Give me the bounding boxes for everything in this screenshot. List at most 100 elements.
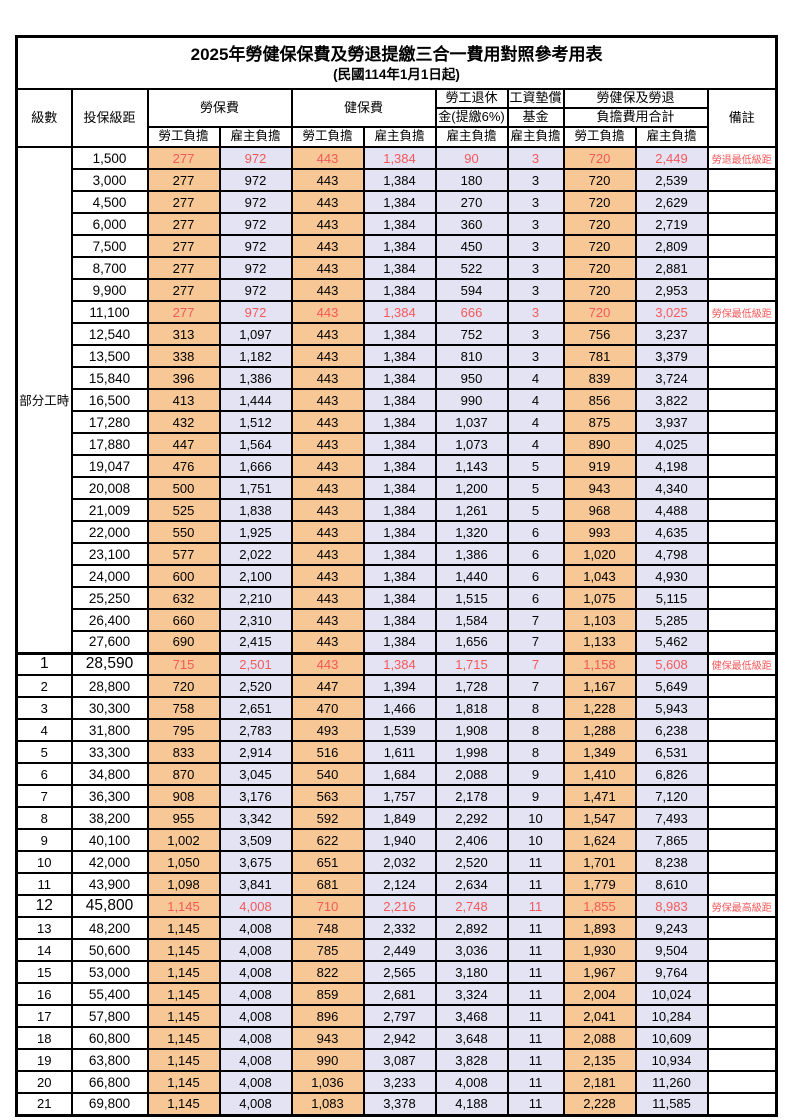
page-title: 2025年勞健保保費及勞退提繳三合一費用對照參考用表 bbox=[190, 44, 603, 64]
bracket-cell: 21,009 bbox=[70, 498, 149, 522]
value-cell: 4,488 bbox=[634, 498, 709, 522]
remark-cell bbox=[706, 586, 778, 610]
value-cell: 972 bbox=[218, 190, 293, 214]
value-cell: 2,181 bbox=[562, 1070, 637, 1094]
value-cell: 4,008 bbox=[218, 982, 293, 1006]
level-cell: 9 bbox=[15, 828, 73, 852]
level-cell: 4 bbox=[15, 718, 73, 742]
value-cell: 11 bbox=[506, 916, 565, 940]
value-cell: 1,384 bbox=[362, 256, 437, 280]
value-cell: 4,008 bbox=[218, 1026, 293, 1050]
value-cell: 839 bbox=[562, 366, 637, 390]
remark-cell bbox=[706, 234, 778, 258]
table-row: 15,840 396 1,386 443 1,384 950 4 839 3,724 bbox=[17, 366, 778, 390]
bracket-cell: 24,000 bbox=[70, 564, 149, 588]
value-cell: 1,849 bbox=[362, 806, 437, 830]
table-row: 11 43,900 1,098 3,841 681 2,124 2,634 11 1,779 8,… bbox=[15, 872, 778, 896]
value-cell: 180 bbox=[434, 168, 509, 192]
value-cell: 3,087 bbox=[362, 1048, 437, 1072]
bracket-cell: 57,800 bbox=[70, 1004, 149, 1028]
remark-cell bbox=[706, 278, 778, 302]
value-cell: 3 bbox=[506, 278, 565, 302]
value-cell: 2,892 bbox=[434, 916, 509, 940]
value-cell: 443 bbox=[290, 256, 365, 280]
value-cell: 3,828 bbox=[434, 1048, 509, 1072]
value-cell: 1,584 bbox=[434, 608, 509, 632]
value-cell: 1,656 bbox=[434, 630, 509, 654]
value-cell: 968 bbox=[562, 498, 637, 522]
value-cell: 7 bbox=[506, 630, 565, 654]
table-row: 18 60,800 1,145 4,008 943 2,942 3,648 11 2,088 10… bbox=[15, 1026, 778, 1050]
table-row: 部分工時 1,500 277 972 443 1,384 90 3 720 2,449 勞退最低級距 bbox=[15, 146, 778, 654]
col-header-wage-fund-line1: 工資墊償 bbox=[506, 88, 565, 109]
value-cell: 1,384 bbox=[362, 608, 437, 632]
remark-cell bbox=[706, 630, 778, 654]
value-cell: 443 bbox=[290, 212, 365, 236]
value-cell: 1,384 bbox=[362, 432, 437, 456]
value-cell: 277 bbox=[146, 278, 221, 302]
value-cell: 2,178 bbox=[434, 784, 509, 808]
subheader-labor-employee: 勞工負擔 bbox=[146, 126, 221, 148]
value-cell: 919 bbox=[562, 454, 637, 478]
bracket-cell: 60,800 bbox=[70, 1026, 149, 1050]
value-cell: 443 bbox=[290, 454, 365, 478]
remark-cell bbox=[706, 322, 778, 346]
level-cell: 16 bbox=[15, 982, 73, 1006]
value-cell: 3 bbox=[506, 212, 565, 236]
value-cell: 8 bbox=[506, 718, 565, 742]
remark-cell bbox=[706, 388, 778, 412]
bracket-cell: 45,800 bbox=[70, 894, 149, 918]
value-cell: 6,826 bbox=[634, 762, 709, 786]
value-cell: 277 bbox=[146, 256, 221, 280]
value-cell: 1,940 bbox=[362, 828, 437, 852]
value-cell: 277 bbox=[146, 300, 221, 324]
value-cell: 1,471 bbox=[562, 784, 637, 808]
value-cell: 5,462 bbox=[634, 630, 709, 654]
value-cell: 3,237 bbox=[634, 322, 709, 346]
bracket-cell: 11,100 bbox=[70, 300, 149, 324]
value-cell: 1,384 bbox=[362, 476, 437, 500]
value-cell: 3,841 bbox=[218, 872, 293, 896]
value-cell: 10 bbox=[506, 806, 565, 830]
value-cell: 443 bbox=[290, 234, 365, 258]
table-body: 部分工時 1,500 277 972 443 1,384 90 3 720 2,449 勞退最低級距… bbox=[15, 146, 778, 1116]
remark-cell: 勞保最高級距 bbox=[706, 894, 778, 918]
bracket-cell: 25,250 bbox=[70, 586, 149, 610]
level-cell: 7 bbox=[15, 784, 73, 808]
remark-cell bbox=[706, 784, 778, 808]
col-header-pension-line2: 金(提繳6%) bbox=[434, 107, 509, 128]
table-row: 17,880 447 1,564 443 1,384 1,073 4 890 4,025 bbox=[17, 432, 778, 456]
value-cell: 2,565 bbox=[362, 960, 437, 984]
value-cell: 720 bbox=[562, 300, 637, 324]
table-row: 20 66,800 1,145 4,008 1,036 3,233 4,008 11 2,181… bbox=[15, 1070, 778, 1094]
value-cell: 1,384 bbox=[362, 146, 437, 170]
value-cell: 270 bbox=[434, 190, 509, 214]
value-cell: 1,394 bbox=[362, 674, 437, 698]
value-cell: 4 bbox=[506, 410, 565, 434]
remark-cell bbox=[706, 564, 778, 588]
value-cell: 500 bbox=[146, 476, 221, 500]
value-cell: 443 bbox=[290, 366, 365, 390]
header-row-2: 金(提繳6%) 基金 負擔費用合計 bbox=[17, 107, 777, 128]
value-cell: 443 bbox=[290, 630, 365, 654]
value-cell: 6 bbox=[506, 586, 565, 610]
value-cell: 690 bbox=[146, 630, 221, 654]
value-cell: 870 bbox=[146, 762, 221, 786]
bracket-cell: 19,047 bbox=[70, 454, 149, 478]
value-cell: 2,681 bbox=[362, 982, 437, 1006]
value-cell: 1,145 bbox=[146, 1092, 221, 1116]
value-cell: 2,041 bbox=[562, 1004, 637, 1028]
value-cell: 856 bbox=[562, 388, 637, 412]
value-cell: 7,865 bbox=[634, 828, 709, 852]
table-row: 5 33,300 833 2,914 516 1,611 1,998 8 1,349 6,531 bbox=[15, 740, 778, 764]
table-row: 21,009 525 1,838 443 1,384 1,261 5 968 4,488 bbox=[17, 498, 778, 522]
value-cell: 2,088 bbox=[562, 1026, 637, 1050]
value-cell: 5 bbox=[506, 454, 565, 478]
value-cell: 313 bbox=[146, 322, 221, 346]
value-cell: 990 bbox=[434, 388, 509, 412]
value-cell: 1,167 bbox=[562, 674, 637, 698]
value-cell: 443 bbox=[290, 608, 365, 632]
value-cell: 11 bbox=[506, 1092, 565, 1116]
remark-cell bbox=[706, 432, 778, 456]
remark-cell bbox=[706, 212, 778, 236]
